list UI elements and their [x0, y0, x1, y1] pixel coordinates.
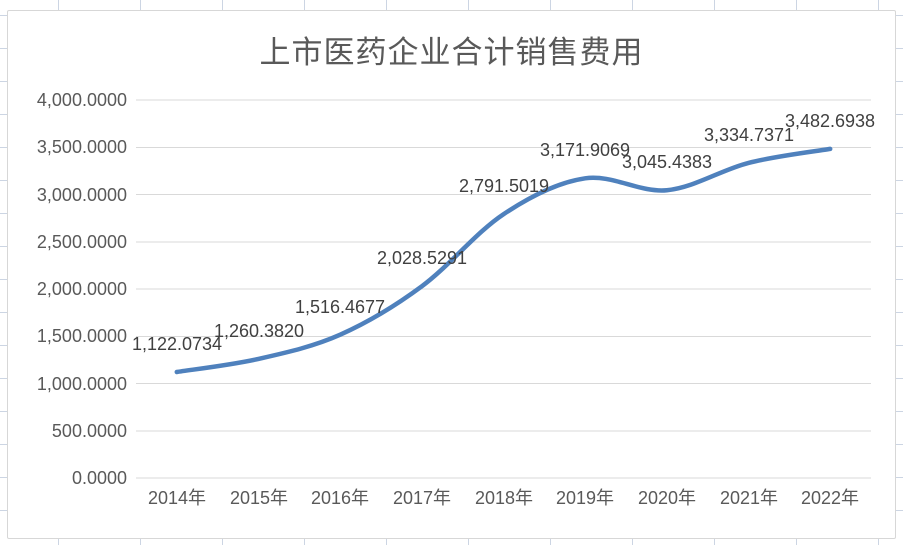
series-line[interactable]: [174, 146, 833, 375]
y-tick-label: 1,500.0000: [36, 326, 127, 346]
y-tick-label: 2,000.0000: [36, 279, 127, 299]
data-point-label: 2,791.5019: [458, 176, 550, 196]
data-point-label: 1,516.4677: [294, 297, 386, 317]
data-point-label: 2,028.5291: [376, 248, 468, 268]
data-point-label: 1,260.3820: [213, 321, 305, 341]
data-point-label: 3,045.4383: [621, 152, 713, 172]
chart-area[interactable]: 上市医药企业合计销售费用 0.0000 500.0000 1,000.0000 1,5…: [7, 10, 896, 539]
y-tick-label: 2,500.0000: [36, 232, 127, 252]
y-tick-label: 1,000.0000: [36, 374, 127, 394]
x-tick-label: 2022年: [800, 488, 860, 508]
y-tick-label: 500.0000: [51, 421, 127, 441]
y-tick-label: 4,000.0000: [36, 90, 127, 110]
plot-svg: [136, 99, 871, 479]
x-tick-label: 2017年: [392, 488, 452, 508]
data-point-label: 3,334.7371: [703, 125, 795, 145]
y-tick-label: 0.0000: [71, 468, 127, 488]
x-tick-label: 2021年: [719, 488, 779, 508]
x-tick-label: 2018年: [474, 488, 534, 508]
y-tick-label: 3,000.0000: [36, 185, 127, 205]
x-tick-label: 2015年: [229, 488, 289, 508]
data-point-label: 3,482.6938: [784, 111, 876, 131]
x-tick-label: 2016年: [310, 488, 370, 508]
data-point-label: 1,122.0734: [131, 334, 223, 354]
x-tick-label: 2020年: [637, 488, 697, 508]
y-tick-label: 3,500.0000: [36, 137, 127, 157]
x-tick-label: 2019年: [555, 488, 615, 508]
chart-title: 上市医药企业合计销售费用: [259, 35, 644, 70]
data-point-label: 3,171.9069: [539, 140, 631, 160]
x-tick-label: 2014年: [147, 488, 207, 508]
